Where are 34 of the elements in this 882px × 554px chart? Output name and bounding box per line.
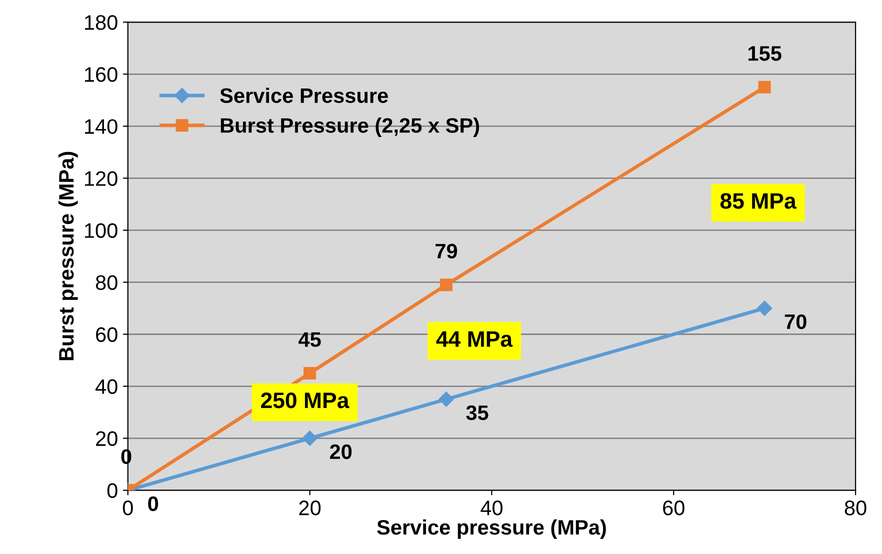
data-label: 20: [330, 444, 352, 460]
y-tick-label: 160: [85, 67, 118, 82]
y-tick-label: 100: [85, 223, 118, 238]
x-tick-label: 40: [480, 500, 502, 516]
legend-label: Service Pressure: [220, 88, 388, 104]
y-tick-label: 120: [85, 171, 118, 186]
y-tick-label: 20: [96, 431, 118, 446]
x-tick-label: 60: [663, 500, 684, 516]
y-tick-label: 60: [96, 327, 118, 342]
point: [302, 430, 318, 446]
legend-label: Burst Pressure (2,25 x SP): [220, 118, 480, 137]
x-tick-label: 0: [122, 500, 133, 516]
y-tick-label: 140: [85, 119, 118, 134]
x-tick-label: 80: [844, 500, 866, 516]
data-label: 70: [784, 314, 806, 330]
data-label: 155: [748, 46, 782, 61]
y-tick-label: 0: [107, 483, 118, 498]
y-tick-label: 40: [95, 379, 118, 394]
point: [440, 278, 452, 292]
point: [757, 300, 772, 316]
annotation: 44 MPa: [436, 331, 513, 347]
x-axis-title: Service pressure (MPa): [377, 519, 606, 539]
point: [758, 80, 771, 94]
data-label: 35: [466, 405, 488, 420]
point: [304, 367, 316, 380]
point: [438, 392, 454, 407]
y-tick-label: 80: [96, 275, 118, 290]
data-label: 79: [436, 244, 458, 258]
y-axis-title: Burst pressure (MPa): [58, 152, 78, 360]
annotation: 250 MPa: [261, 392, 350, 408]
y-tick-label: 180: [85, 15, 118, 30]
annotation: 85 MPa: [720, 193, 796, 209]
data-label: 45: [298, 332, 321, 347]
x-tick-label: 20: [299, 500, 321, 516]
